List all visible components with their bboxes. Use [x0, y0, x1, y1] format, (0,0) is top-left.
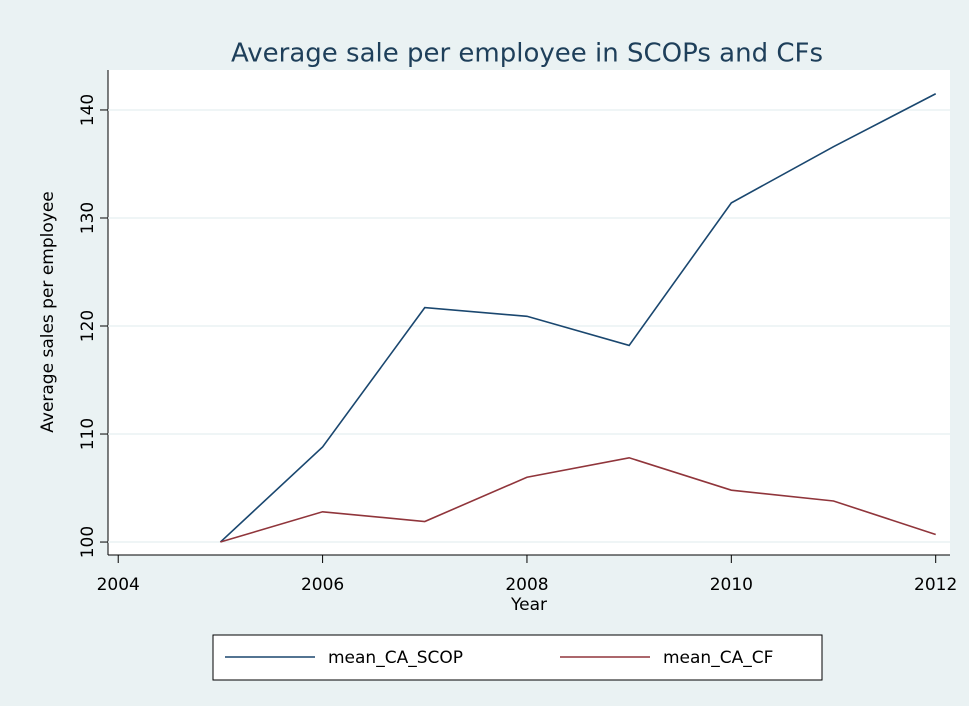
legend-label: mean_CA_CF	[663, 648, 773, 668]
y-tick-label: 120	[78, 310, 98, 342]
y-tick-label: 100	[78, 526, 98, 558]
x-axis-label: Year	[510, 595, 547, 615]
legend-label: mean_CA_SCOP	[328, 648, 463, 668]
x-tick-label: 2004	[97, 575, 140, 595]
y-tick-label: 110	[78, 418, 98, 450]
chart-title: Average sale per employee in SCOPs and C…	[231, 39, 823, 69]
x-tick-label: 2010	[710, 575, 753, 595]
y-tick-label: 140	[78, 94, 98, 126]
x-tick-label: 2012	[914, 575, 957, 595]
x-tick-label: 2006	[301, 575, 344, 595]
plot-area	[108, 70, 950, 555]
series-line	[219, 93, 937, 543]
x-tick-label: 2008	[505, 575, 548, 595]
series-line	[220, 456, 936, 543]
y-axis-label: Average sales per employee	[38, 191, 58, 433]
y-tick-label: 130	[78, 202, 98, 234]
